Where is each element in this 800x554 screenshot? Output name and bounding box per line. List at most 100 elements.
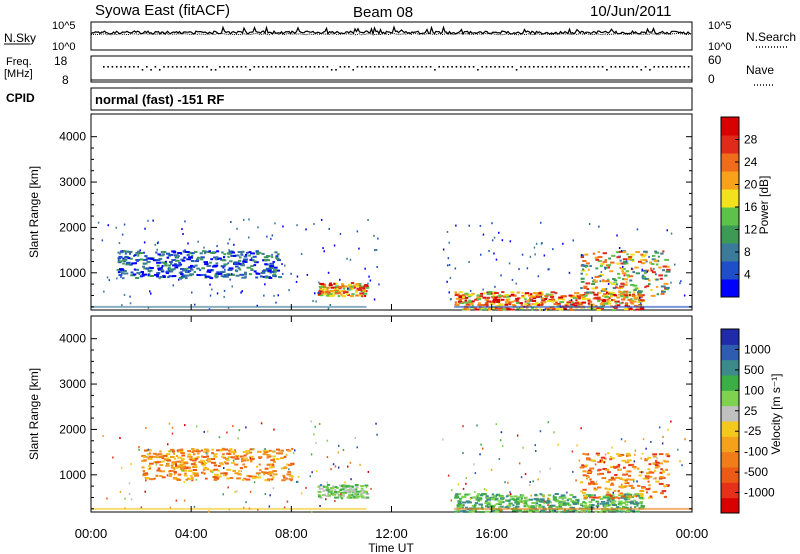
scatter-cell <box>617 287 622 290</box>
scatter-cell <box>570 500 575 503</box>
scatter-cell <box>153 477 156 480</box>
scatter-cell <box>524 496 528 499</box>
colorbar-tick-label: 100 <box>744 383 764 397</box>
scatter-cell <box>191 254 194 257</box>
scatter-cell <box>477 304 482 307</box>
scatter-cell <box>652 490 658 493</box>
scatter-cell <box>360 495 365 498</box>
scatter-cell <box>149 290 151 293</box>
scatter-cell <box>272 470 277 473</box>
scatter-cell <box>607 452 610 455</box>
scatter-cell <box>170 268 174 271</box>
scatter-cell <box>585 510 588 513</box>
scatter-cell <box>640 502 643 505</box>
scatter-cell <box>540 509 546 512</box>
scatter-cell <box>537 292 542 295</box>
scatter-cell <box>356 495 361 498</box>
scatter-cell <box>256 272 261 275</box>
scatter-cell <box>265 450 270 453</box>
scatter-cell <box>145 477 150 480</box>
scatter-cell <box>504 506 509 509</box>
scatter-cell <box>141 455 146 457</box>
scatter-cell <box>169 506 172 509</box>
scatter-cell <box>268 275 271 278</box>
scatter-cell <box>548 498 551 500</box>
scatter-cell <box>633 495 636 498</box>
freq-dot <box>249 69 251 71</box>
scatter-cell <box>346 288 352 291</box>
scatter-cell <box>599 273 605 276</box>
scatter-cell <box>471 292 475 295</box>
scatter-cell <box>614 474 618 476</box>
scatter-cell <box>295 480 298 483</box>
scatter-cell <box>495 423 498 426</box>
scatter-cell <box>196 256 200 259</box>
scatter-cell <box>213 478 218 481</box>
scatter-cell <box>367 470 370 473</box>
freq-dot <box>111 66 114 68</box>
scatter-cell <box>620 486 624 489</box>
scatter-cell <box>246 266 252 269</box>
scatter-cell <box>541 494 545 497</box>
scatter-cell <box>203 472 206 475</box>
scatter-cell <box>634 493 640 496</box>
scatter-cell <box>230 450 236 453</box>
scatter-cell <box>160 261 166 264</box>
scatter-cell <box>334 490 338 493</box>
scatter-cell <box>616 506 620 509</box>
scatter-cell <box>339 232 342 235</box>
scatter-cell <box>596 307 601 310</box>
scatter-cell <box>652 254 656 257</box>
scatter-cell <box>521 253 524 256</box>
scatter-cell <box>165 453 171 456</box>
freq-dot <box>619 66 621 68</box>
scatter-cell <box>498 294 503 297</box>
scatter-cell <box>603 302 609 305</box>
scatter-cell <box>621 495 626 498</box>
scatter-cell <box>594 296 599 299</box>
scatter-cell <box>492 294 495 297</box>
colorbar-swatch <box>721 375 739 391</box>
scatter-cell <box>200 461 204 464</box>
scatter-cell <box>211 288 213 291</box>
scatter-cell <box>656 285 659 288</box>
scatter-cell <box>213 468 218 471</box>
scatter-cell <box>149 478 154 481</box>
colorbar-swatch <box>721 225 739 244</box>
scatter-cell <box>144 449 148 452</box>
scatter-cell <box>228 267 234 270</box>
scatter-cell <box>648 484 651 487</box>
scatter-cell <box>169 456 175 458</box>
scatter-cell <box>106 276 109 279</box>
scatter-cell <box>517 509 522 512</box>
scatter-cell <box>494 296 500 299</box>
scatter-cell <box>146 260 151 263</box>
scatter-cell <box>626 459 632 462</box>
freq-dot <box>343 66 346 68</box>
scatter-cell <box>272 269 278 272</box>
colorbar-swatch <box>721 436 739 453</box>
scatter-cell <box>197 452 200 455</box>
beam-title: Beam 08 <box>353 4 413 21</box>
freq-dot <box>378 66 380 68</box>
scatter-cell <box>227 306 230 309</box>
scatter-cell <box>179 263 183 266</box>
scatter-cell <box>232 469 236 472</box>
scatter-cell <box>520 476 523 479</box>
scatter-cell <box>181 454 186 457</box>
scatter-cell <box>244 273 247 276</box>
scatter-cell <box>615 476 620 479</box>
scatter-cell <box>328 227 330 230</box>
scatter-cell <box>173 452 176 455</box>
scatter-cell <box>233 243 235 246</box>
scatter-cell <box>134 268 140 271</box>
scatter-cell <box>206 264 212 267</box>
scatter-cell <box>629 301 634 304</box>
scatter-cell <box>242 451 246 453</box>
scatter-cell <box>523 505 526 508</box>
scatter-cell <box>173 468 176 471</box>
scatter-cell <box>602 496 607 499</box>
scatter-cell <box>183 251 186 253</box>
scatter-cell <box>240 455 243 458</box>
scatter-cell <box>566 301 572 304</box>
